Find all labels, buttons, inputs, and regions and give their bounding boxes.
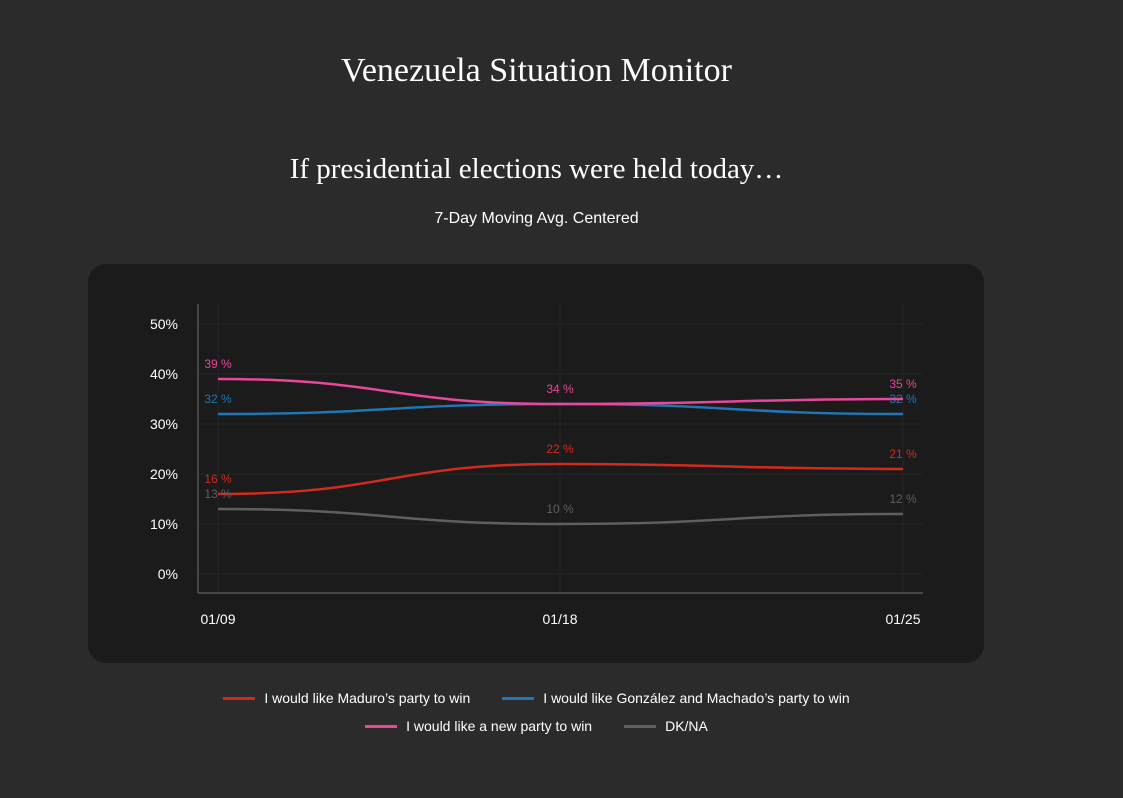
legend-swatch [365,724,398,728]
y-tick-label: 50% [150,316,178,332]
legend-item-new-party[interactable]: I would like a new party to win [365,718,592,734]
y-tick-label: 0% [158,566,178,582]
legend-label: DK/NA [665,718,708,734]
data-label: 39 % [204,357,232,371]
legend-item-maduro[interactable]: I would like Maduro’s party to win [223,690,470,706]
y-tick-label: 40% [150,366,178,382]
data-label: 22 % [546,442,574,456]
x-tick-label: 01/25 [885,611,920,627]
legend-label: I would like a new party to win [406,718,593,734]
page-title: Venezuela Situation Monitor [341,52,732,89]
legend-item-gonzalez-machado[interactable]: I would like González and Machado’s part… [502,690,850,706]
data-label: 10 % [546,502,574,516]
series-line-2 [217,377,904,406]
data-label: 35 % [889,377,917,391]
data-label: 13 % [204,487,232,501]
legend-swatch [502,696,535,700]
legend-label: I would like González and Machado’s part… [543,690,850,706]
legend-label: I would like Maduro’s party to win [264,690,471,706]
legend-swatch [223,696,256,700]
legend-row-2: I would like a new party to win DK/NA [0,718,1073,734]
data-label: 16 % [204,472,232,486]
chart-title: If presidential elections were held toda… [289,153,784,185]
data-label: 32 % [889,392,917,406]
data-label: 34 % [546,382,574,396]
legend-swatch [624,724,657,728]
data-label: 21 % [889,447,917,461]
series-line-3 [217,507,904,526]
data-label: 32 % [204,392,232,406]
series-line-0 [217,462,904,496]
chart-subtitle: 7-Day Moving Avg. Centered [434,210,639,227]
x-tick-label: 01/18 [542,611,577,627]
y-tick-label: 20% [150,466,178,482]
y-tick-label: 10% [150,516,178,532]
data-label: 12 % [889,492,917,506]
x-tick-label: 01/09 [200,611,235,627]
legend-row-1: I would like Maduro’s party to win I wou… [0,690,1073,706]
legend-item-dkna[interactable]: DK/NA [624,718,708,734]
y-tick-label: 30% [150,416,178,432]
